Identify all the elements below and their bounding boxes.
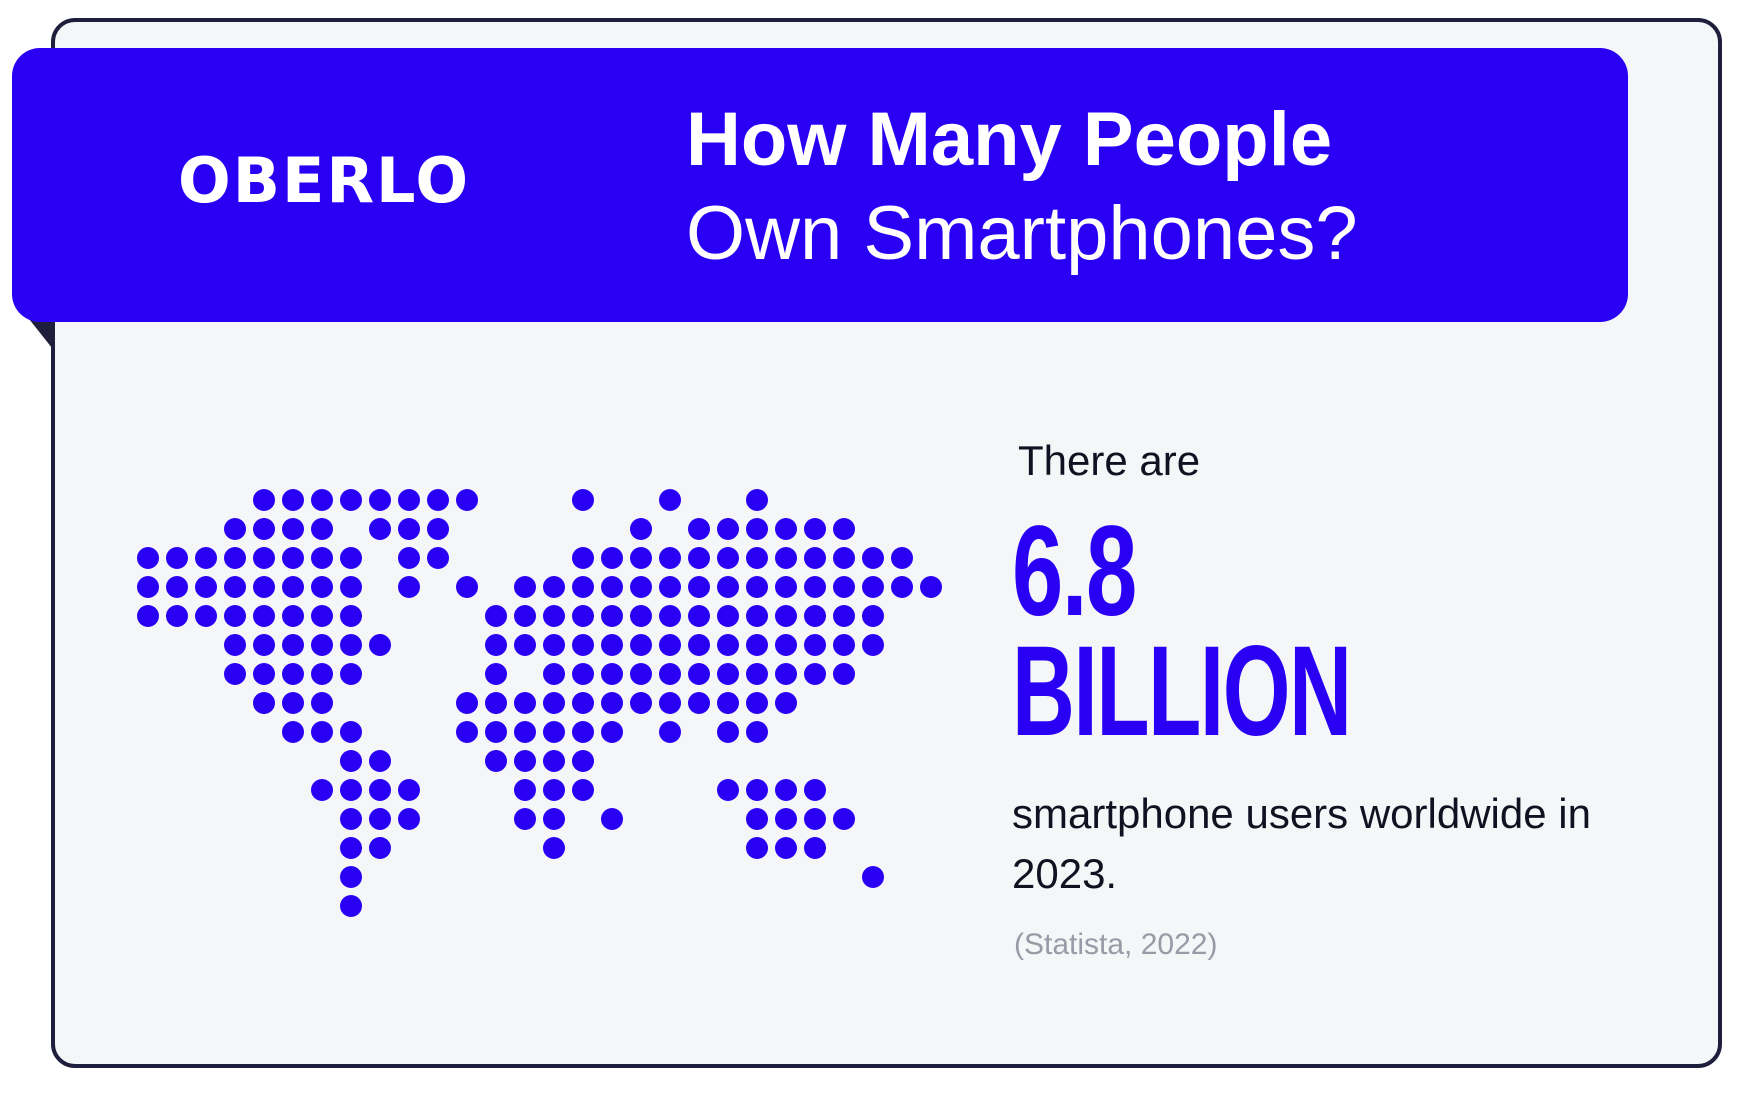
title-line-1: How Many People [686,97,1333,182]
stat-source: (Statista, 2022) [1014,928,1218,961]
stat-value: 6.8 [1012,500,1137,643]
header-banner [12,48,1628,322]
stat-intro: There are [1018,437,1201,484]
stat-description: smartphone users worldwide in 2023. [1012,790,1591,897]
oberlo-logo: OBERLO [178,144,471,217]
title-line-2: Own Smartphones? [686,191,1358,276]
stat-unit: BILLION [1012,620,1352,763]
